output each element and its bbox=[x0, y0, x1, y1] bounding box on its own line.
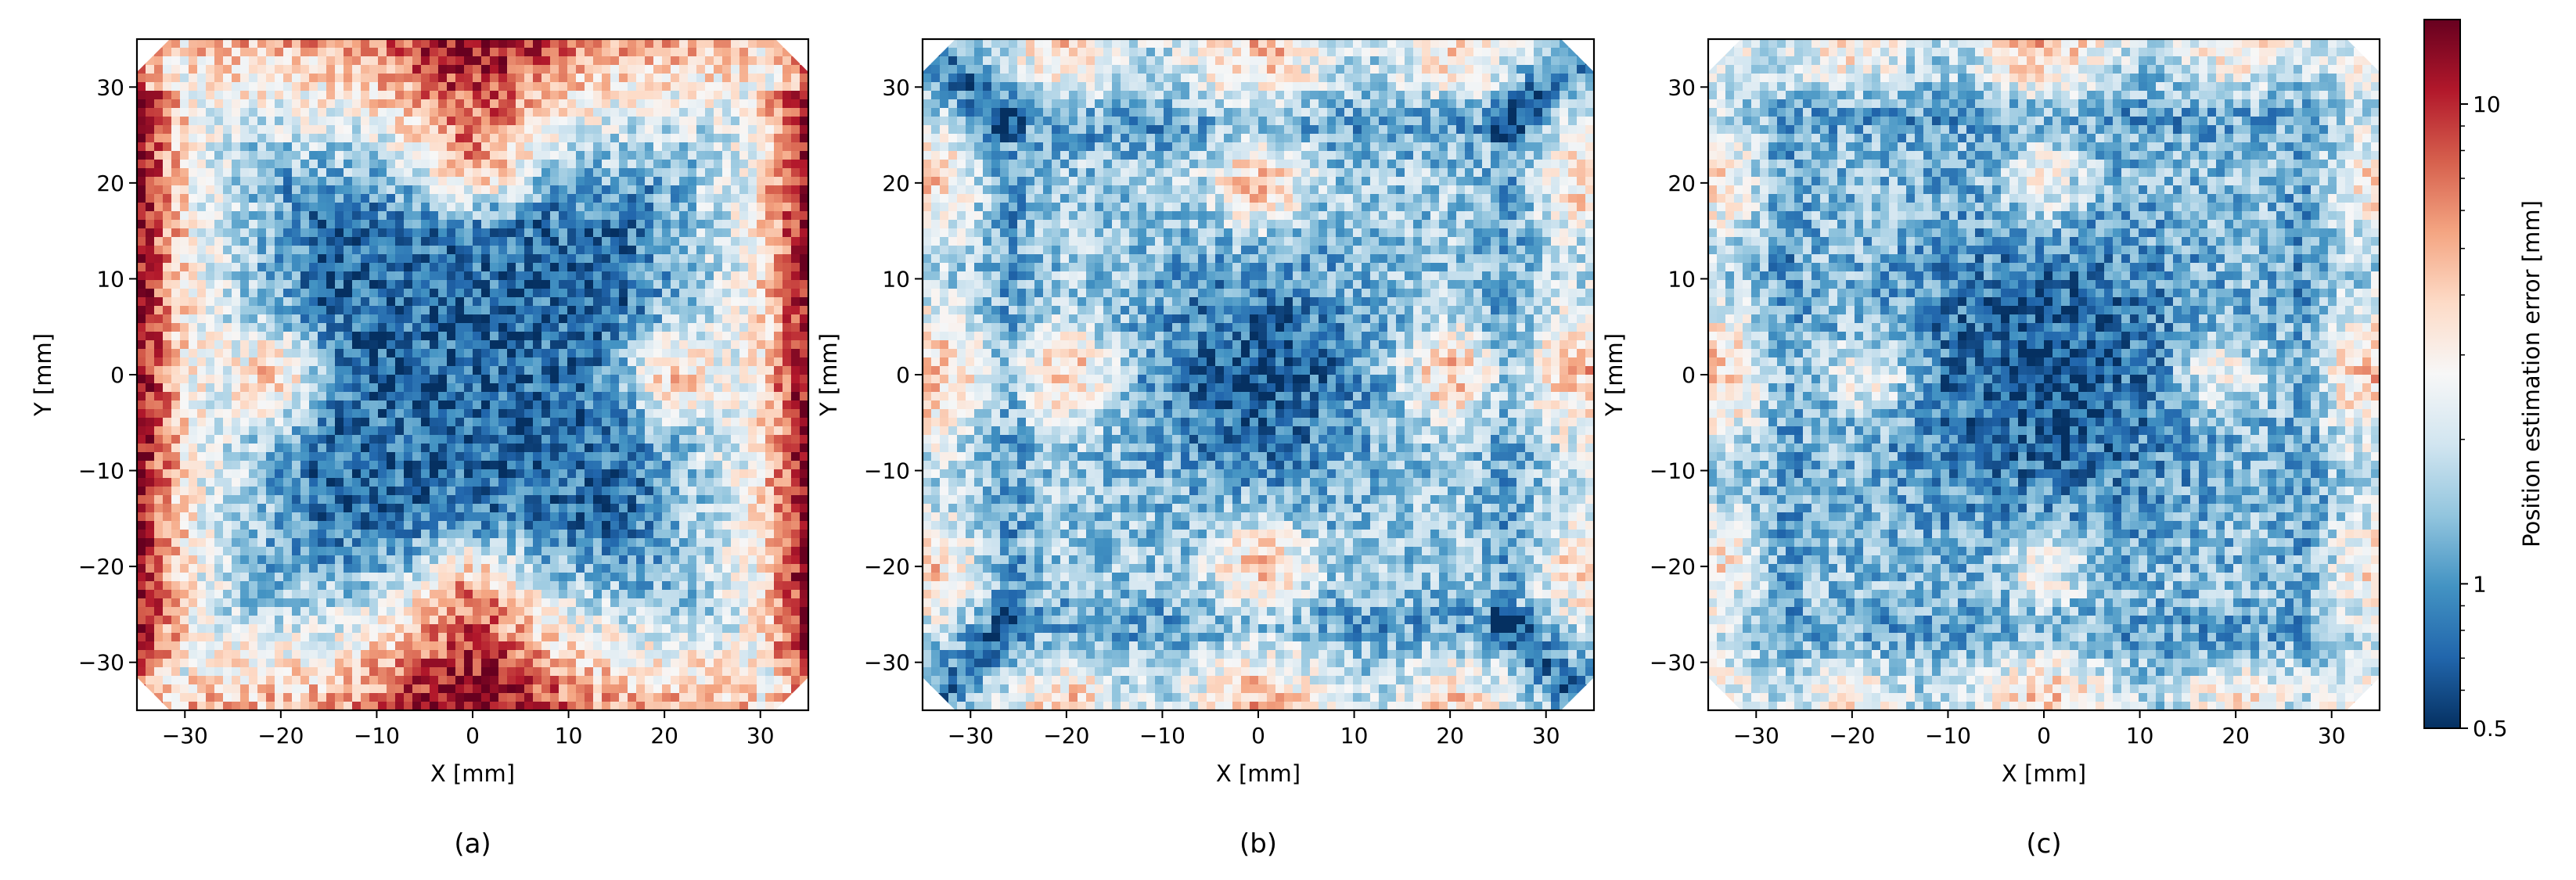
x-tick-label: −10 bbox=[1925, 723, 1971, 749]
x-tick-label: 0 bbox=[466, 723, 480, 749]
colorbar: 0.5 1 10 Position estimation error [mm] bbox=[2423, 19, 2545, 742]
x-tick-label: 10 bbox=[1340, 723, 1369, 749]
y-tick-label: −20 bbox=[1650, 554, 1696, 580]
y-tick-label: 0 bbox=[896, 362, 910, 388]
panel-b: −30 −20 −10 0 10 20 30 30 20 10 0 −10 −20 −30 X [mm] Y … bbox=[815, 38, 1596, 860]
x-tick-label: −30 bbox=[948, 723, 994, 749]
panel-caption: (b) bbox=[1239, 828, 1277, 860]
y-tick-label: 10 bbox=[1668, 266, 1696, 292]
y-axis-label: Y [mm] bbox=[1601, 333, 1628, 417]
heatmap-cells bbox=[923, 39, 1594, 710]
colorbar-tick-label: 1 bbox=[2473, 571, 2487, 597]
colorbar-tick-label: 10 bbox=[2473, 92, 2501, 117]
x-axis-label: X [mm] bbox=[430, 760, 515, 787]
x-tick-label: 20 bbox=[650, 723, 678, 749]
heatmap-cells bbox=[1708, 39, 2380, 710]
colorbar-label: Position estimation error [mm] bbox=[2518, 200, 2545, 548]
panels: −30 −20 −10 0 10 20 30 30 20 10 0 −10 −20 −30 X [mm] Y … bbox=[30, 38, 2381, 860]
y-tick-label: −30 bbox=[78, 650, 124, 676]
x-tick-label: −20 bbox=[1829, 723, 1875, 749]
y-tick-label: −10 bbox=[1650, 458, 1696, 484]
y-tick-label: −30 bbox=[1650, 650, 1696, 676]
y-tick-label: 0 bbox=[1682, 362, 1696, 388]
y-tick-label: 30 bbox=[1668, 74, 1696, 100]
colorbar-tick-label: 0.5 bbox=[2473, 716, 2508, 742]
panel-c: −30 −20 −10 0 10 20 30 30 20 10 0 −10 −20 −30 X [mm] Y … bbox=[1601, 38, 2381, 860]
x-tick-label: −10 bbox=[354, 723, 400, 749]
y-axis-label: Y [mm] bbox=[815, 333, 842, 417]
y-tick-label: 30 bbox=[96, 74, 124, 100]
x-axis-label: X [mm] bbox=[1216, 760, 1301, 787]
x-tick-label: −20 bbox=[257, 723, 304, 749]
colorbar-gradient bbox=[2424, 20, 2460, 728]
x-tick-label: 20 bbox=[1436, 723, 1464, 749]
y-tick-label: −30 bbox=[864, 650, 910, 676]
y-tick-label: 30 bbox=[882, 74, 910, 100]
x-tick-label: 30 bbox=[2318, 723, 2346, 749]
x-axis-label: X [mm] bbox=[2002, 760, 2086, 787]
y-tick-label: −10 bbox=[864, 458, 910, 484]
x-tick-label: 0 bbox=[2037, 723, 2051, 749]
panel-caption: (c) bbox=[2026, 828, 2061, 860]
x-tick-label: 0 bbox=[1251, 723, 1265, 749]
x-tick-label: −30 bbox=[162, 723, 208, 749]
y-tick-label: 10 bbox=[96, 266, 124, 292]
panel-caption: (a) bbox=[454, 828, 491, 860]
y-axis-label: Y [mm] bbox=[30, 333, 56, 417]
y-tick-label: 20 bbox=[96, 171, 124, 196]
y-tick-label: 20 bbox=[1668, 171, 1696, 196]
y-tick-label: −20 bbox=[78, 554, 124, 580]
x-tick-label: 10 bbox=[555, 723, 583, 749]
y-tick-label: 0 bbox=[110, 362, 124, 388]
x-tick-label: 10 bbox=[2126, 723, 2154, 749]
x-tick-label: −30 bbox=[1733, 723, 1779, 749]
y-tick-label: 10 bbox=[882, 266, 910, 292]
y-tick-label: −10 bbox=[78, 458, 124, 484]
colorbar-frame bbox=[2423, 19, 2461, 729]
x-tick-label: 30 bbox=[747, 723, 775, 749]
y-tick-label: −20 bbox=[864, 554, 910, 580]
x-tick-label: −10 bbox=[1139, 723, 1185, 749]
x-tick-label: −20 bbox=[1043, 723, 1089, 749]
y-tick-label: 20 bbox=[882, 171, 910, 196]
panel-a: −30 −20 −10 0 10 20 30 30 20 10 0 −10 −20 −30 X [mm] Y … bbox=[30, 38, 810, 860]
x-tick-label: 20 bbox=[2222, 723, 2250, 749]
x-tick-label: 30 bbox=[1532, 723, 1560, 749]
heatmap-cells bbox=[137, 39, 808, 710]
